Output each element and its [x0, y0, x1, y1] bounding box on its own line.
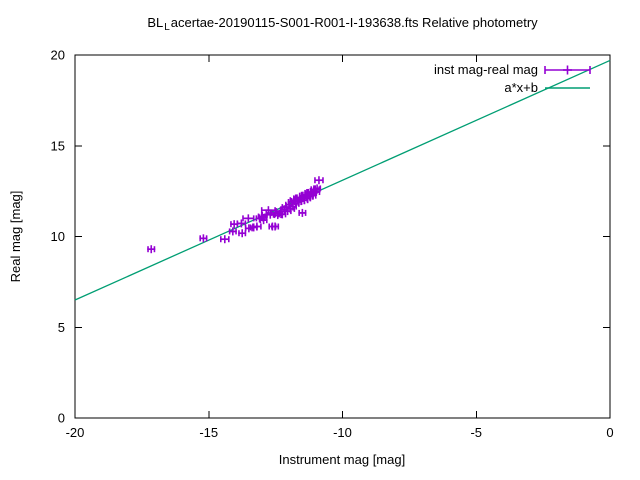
- x-tick-label: -20: [66, 425, 85, 440]
- data-point: [199, 234, 208, 243]
- data-point: [219, 235, 230, 244]
- x-tick-label: -15: [199, 425, 218, 440]
- legend-sample-errorbar-icon: [544, 65, 591, 75]
- y-axis-label: Real mag [mag]: [8, 191, 23, 283]
- data-point: [278, 210, 287, 219]
- data-points: [147, 176, 324, 254]
- data-point: [252, 222, 262, 231]
- data-point: [244, 224, 253, 233]
- x-tick-label: -10: [333, 425, 352, 440]
- fit-line-segment: [74, 59, 611, 301]
- legend-label-fit-line: a*x+b: [504, 80, 538, 95]
- y-tick-label: 0: [58, 411, 65, 426]
- data-point: [242, 214, 255, 223]
- data-point: [266, 210, 275, 219]
- x-axis-label: Instrument mag [mag]: [279, 452, 405, 467]
- fit-line: [74, 59, 611, 301]
- y-tick-label: 15: [51, 138, 65, 153]
- y-tick-label: 10: [51, 229, 65, 244]
- plot-title-prefix: BL: [147, 15, 164, 30]
- data-point: [313, 184, 322, 193]
- data-point: [238, 229, 247, 238]
- data-point: [312, 188, 321, 197]
- data-point: [314, 176, 324, 185]
- data-point: [298, 208, 307, 217]
- data-point: [271, 222, 280, 231]
- legend: inst mag-real mag a*x+b: [434, 62, 591, 95]
- data-point: [147, 245, 156, 254]
- y-tick-label: 20: [51, 48, 65, 63]
- data-point: [236, 219, 247, 228]
- plot-border: [74, 54, 611, 419]
- y-tick-label: 5: [58, 320, 65, 335]
- x-tick-label: 0: [606, 425, 613, 440]
- plot-title-subscript: L: [164, 22, 170, 33]
- plot-title-rest: acertae-20190115-S001-R001-I-193638.fts …: [170, 15, 538, 30]
- axis-tick-labels: -20 -15 -10 -5 0 0 5 10 15 20: [51, 48, 614, 441]
- axis-ticks: [74, 54, 611, 419]
- legend-label-data-series: inst mag-real mag: [434, 62, 538, 77]
- x-tick-label: -5: [470, 425, 482, 440]
- data-point: [228, 227, 237, 236]
- plot-title: BLLacertae-20190115-S001-R001-I-193638.f…: [75, 15, 610, 33]
